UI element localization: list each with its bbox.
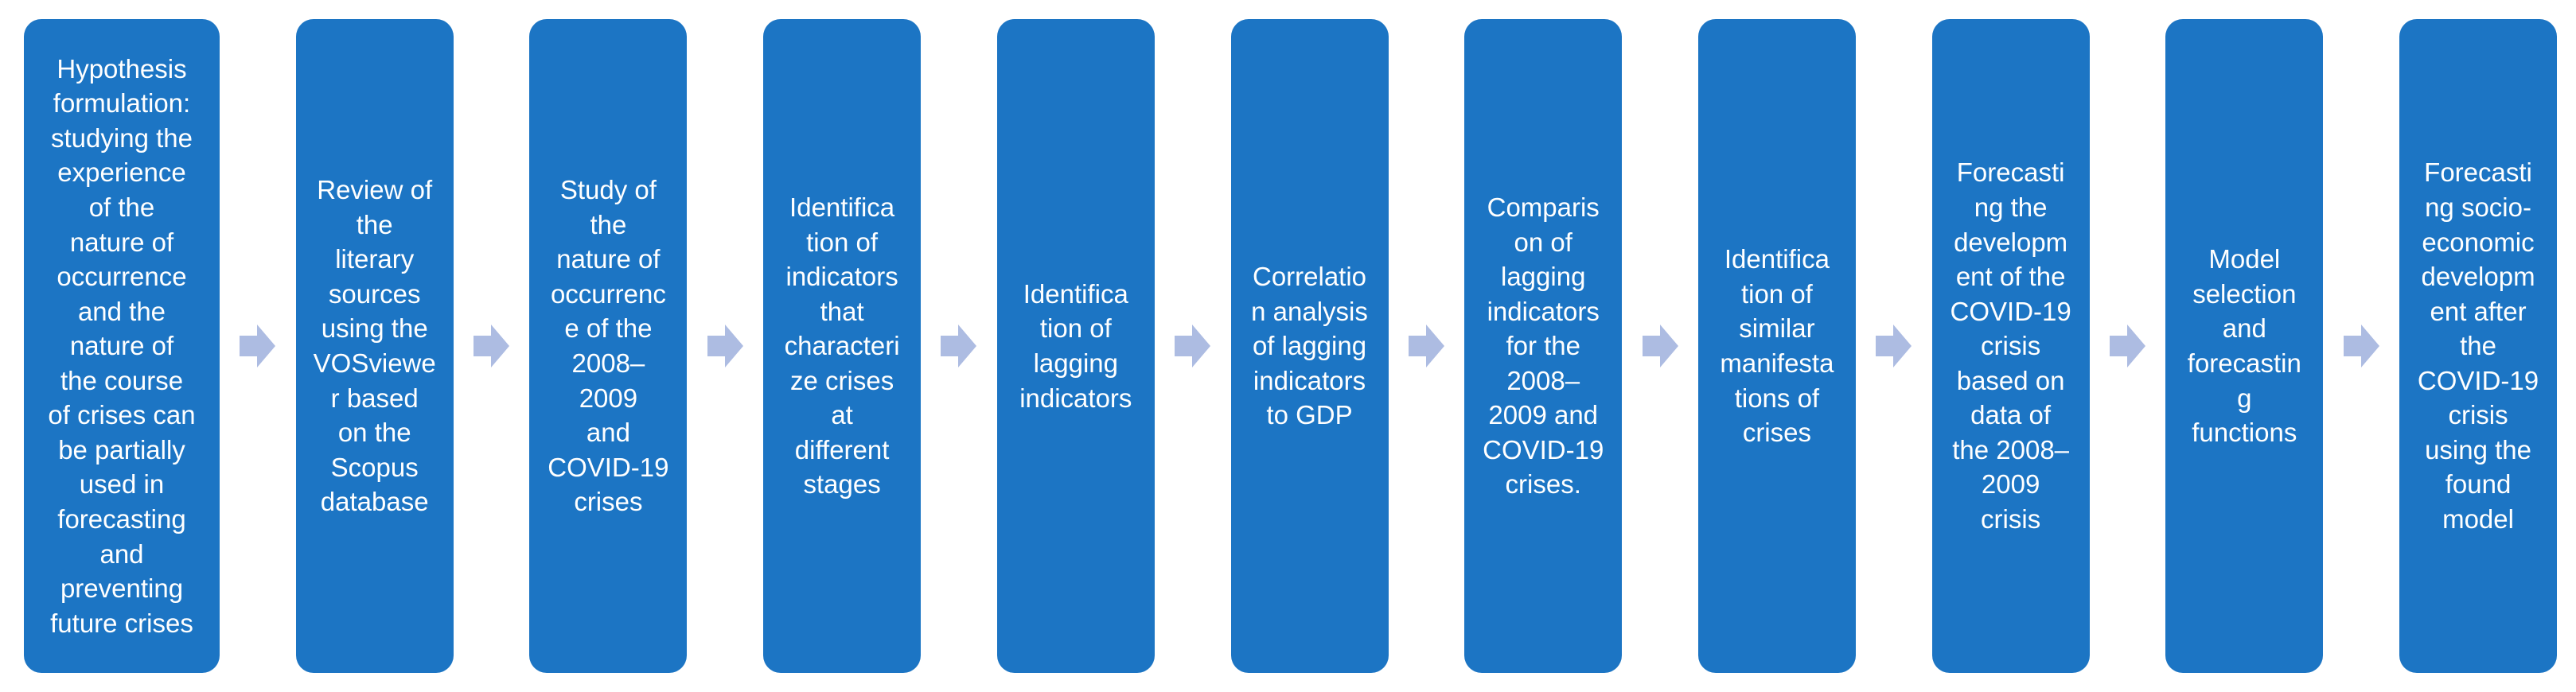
arrow-right-icon	[1389, 19, 1465, 673]
step-label: Hypothesis formulation: studying the exp…	[48, 53, 196, 638]
arrow-right-icon	[1622, 19, 1698, 673]
step-label: Forecasti ng the developm ent of the COV…	[1950, 157, 2071, 534]
arrow-right-icon	[2323, 19, 2399, 673]
arrow-right-icon	[1856, 19, 1932, 673]
step-study-nature-of-crises: Study of the nature of occurrenc e of th…	[529, 19, 688, 673]
arrow-right-icon	[1155, 19, 1231, 673]
step-label: Study of the nature of occurrenc e of th…	[548, 175, 669, 517]
step-label: Correlatio n analysis of lagging indicat…	[1251, 262, 1368, 430]
step-similar-manifestations: Identifica tion of similar manifesta tio…	[1697, 19, 1856, 673]
arrow-right-icon	[2090, 19, 2166, 673]
flow-row: Hypothesis formulation: studying the exp…	[24, 19, 2558, 673]
step-label: Forecasti ng socio- economic developm en…	[2417, 157, 2539, 534]
step-model-selection: Model selection and forecastin g functio…	[2165, 19, 2324, 673]
step-hypothesis-formulation: Hypothesis formulation: studying the exp…	[24, 19, 220, 673]
step-label: Identifica tion of similar manifesta tio…	[1720, 244, 1834, 448]
step-label: Identifica tion of lagging indicators	[1019, 278, 1132, 413]
step-label: Comparis on of lagging indicators for th…	[1483, 192, 1604, 500]
step-correlation-analysis-gdp: Correlatio n analysis of lagging indicat…	[1230, 19, 1389, 673]
step-forecast-covid-from-2008: Forecasti ng the developm ent of the COV…	[1931, 19, 2090, 673]
step-identify-stage-indicators: Identifica tion of indicators that chara…	[763, 19, 922, 673]
arrow-right-icon	[220, 19, 296, 673]
arrow-right-icon	[454, 19, 530, 673]
step-forecast-post-covid-development: Forecasti ng socio- economic developm en…	[2399, 19, 2558, 673]
step-identify-lagging-indicators: Identifica tion of lagging indicators	[996, 19, 1155, 673]
step-label: Review of the literary sources using the…	[313, 175, 436, 517]
step-label: Identifica tion of indicators that chara…	[784, 192, 900, 500]
step-comparison-of-crises: Comparis on of lagging indicators for th…	[1464, 19, 1623, 673]
arrow-right-icon	[687, 19, 763, 673]
step-label: Model selection and forecastin g functio…	[2187, 244, 2301, 448]
arrow-right-icon	[921, 19, 997, 673]
step-literature-review: Review of the literary sources using the…	[295, 19, 454, 673]
